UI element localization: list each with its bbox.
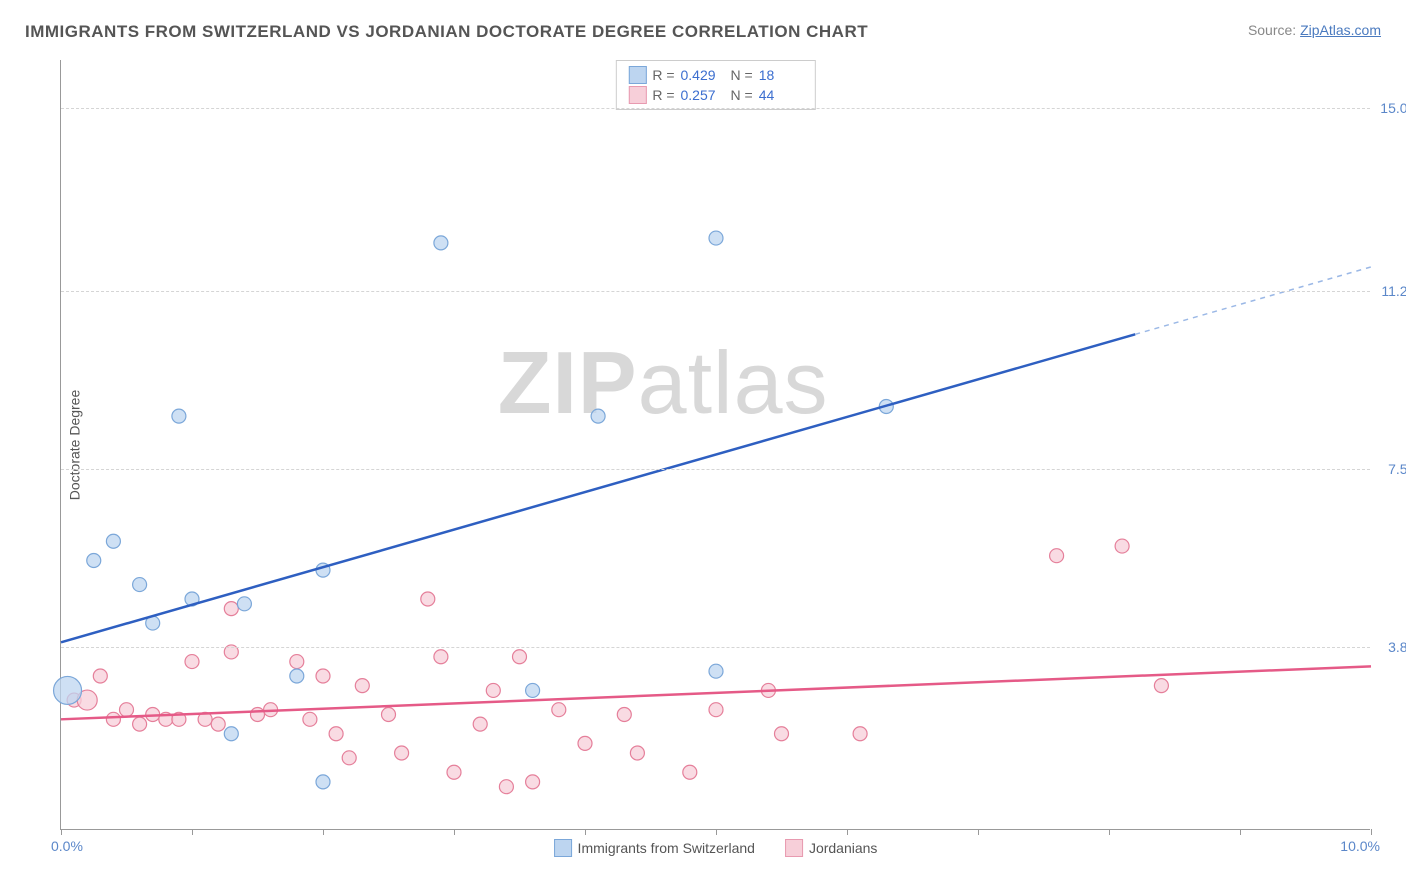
source-link[interactable]: ZipAtlas.com: [1300, 22, 1381, 38]
x-tick: [1240, 829, 1241, 835]
pink-point: [251, 708, 265, 722]
legend-series-item: Immigrants from Switzerland: [554, 839, 755, 857]
source-label: Source:: [1248, 22, 1300, 38]
gridline: [61, 647, 1370, 648]
pink-point: [578, 736, 592, 750]
x-tick: [716, 829, 717, 835]
pink-point: [211, 717, 225, 731]
x-tick: [1109, 829, 1110, 835]
chart-container: IMMIGRANTS FROM SWITZERLAND VS JORDANIAN…: [0, 0, 1406, 892]
blue-point: [526, 683, 540, 697]
blue-point: [434, 236, 448, 250]
legend-swatch: [785, 839, 803, 857]
pink-point: [303, 712, 317, 726]
pink-point: [775, 727, 789, 741]
x-axis-min-label: 0.0%: [51, 838, 83, 854]
pink-point: [526, 775, 540, 789]
pink-point: [683, 765, 697, 779]
pink-point: [499, 780, 513, 794]
pink-point: [434, 650, 448, 664]
legend-series-label: Immigrants from Switzerland: [578, 840, 755, 856]
pink-point: [617, 708, 631, 722]
gridline: [61, 469, 1370, 470]
pink-point: [106, 712, 120, 726]
pink-point: [552, 703, 566, 717]
blue-trendline-dash: [1135, 267, 1371, 334]
x-tick: [192, 829, 193, 835]
chart-title: IMMIGRANTS FROM SWITZERLAND VS JORDANIAN…: [25, 22, 868, 42]
blue-point: [224, 727, 238, 741]
pink-point: [316, 669, 330, 683]
gridline: [61, 291, 1370, 292]
pink-point: [630, 746, 644, 760]
y-tick-label: 11.2%: [1375, 283, 1406, 299]
pink-point: [1154, 679, 1168, 693]
y-tick-label: 3.8%: [1375, 639, 1406, 655]
x-tick: [585, 829, 586, 835]
pink-point: [224, 602, 238, 616]
x-tick: [61, 829, 62, 835]
pink-point: [185, 655, 199, 669]
pink-point: [709, 703, 723, 717]
x-tick: [847, 829, 848, 835]
x-tick: [978, 829, 979, 835]
pink-point: [1115, 539, 1129, 553]
x-tick: [323, 829, 324, 835]
x-axis-max-label: 10.0%: [1340, 838, 1380, 854]
pink-point: [329, 727, 343, 741]
pink-point: [342, 751, 356, 765]
pink-point: [473, 717, 487, 731]
blue-point: [237, 597, 251, 611]
x-tick: [1371, 829, 1372, 835]
plot-area: Doctorate Degree ZIPatlas R = 0.429 N = …: [60, 60, 1370, 830]
blue-point: [316, 775, 330, 789]
blue-point: [87, 554, 101, 568]
pink-point: [447, 765, 461, 779]
legend-series-label: Jordanians: [809, 840, 878, 856]
blue-point: [709, 664, 723, 678]
pink-point: [853, 727, 867, 741]
blue-point: [172, 409, 186, 423]
pink-point: [290, 655, 304, 669]
y-tick-label: 15.0%: [1375, 100, 1406, 116]
blue-point: [709, 231, 723, 245]
y-tick-label: 7.5%: [1375, 461, 1406, 477]
pink-point: [513, 650, 527, 664]
pink-point: [133, 717, 147, 731]
blue-point: [133, 578, 147, 592]
legend-swatch: [554, 839, 572, 857]
pink-point: [355, 679, 369, 693]
pink-point: [120, 703, 134, 717]
source: Source: ZipAtlas.com: [1248, 22, 1381, 38]
legend-series-item: Jordanians: [785, 839, 878, 857]
blue-point: [54, 676, 82, 704]
blue-point: [106, 534, 120, 548]
legend-series: Immigrants from Switzerland Jordanians: [554, 839, 878, 857]
x-tick: [454, 829, 455, 835]
pink-point: [1050, 549, 1064, 563]
scatter-svg: [61, 60, 1370, 829]
pink-point: [395, 746, 409, 760]
blue-point: [591, 409, 605, 423]
pink-point: [382, 708, 396, 722]
pink-point: [93, 669, 107, 683]
blue-trendline: [61, 334, 1135, 642]
pink-point: [421, 592, 435, 606]
blue-point: [290, 669, 304, 683]
gridline: [61, 108, 1370, 109]
pink-point: [486, 683, 500, 697]
